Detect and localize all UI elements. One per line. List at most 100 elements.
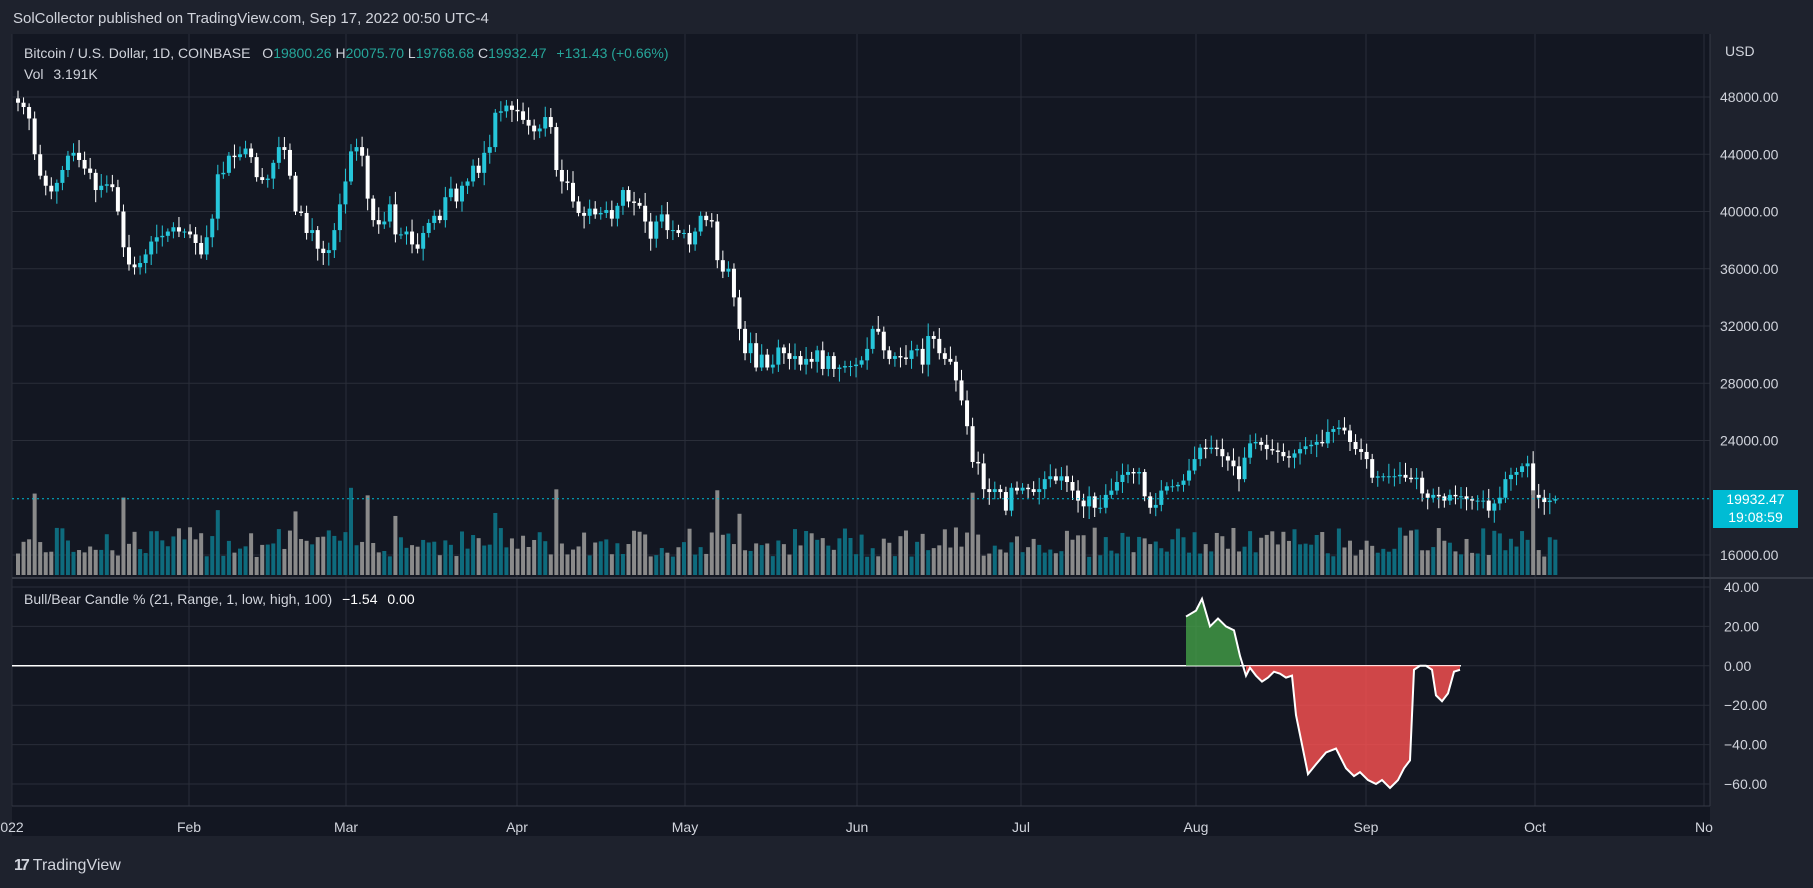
candle-body: [426, 222, 431, 233]
volume-bar: [143, 553, 148, 575]
volume-bar: [1192, 532, 1197, 575]
symbol-name[interactable]: Bitcoin / U.S. Dollar, 1D, COINBASE: [24, 45, 251, 61]
volume-bar: [1081, 535, 1086, 575]
volume-bar: [32, 493, 37, 575]
price-tick-label: 40000.00: [1720, 204, 1779, 220]
volume-bar: [77, 550, 82, 575]
candle-body: [665, 214, 670, 231]
candle-body: [1353, 441, 1358, 450]
candle-body: [1436, 494, 1441, 497]
volume-bar: [215, 510, 220, 575]
candle-body: [881, 331, 886, 351]
volume-bar: [998, 549, 1003, 575]
volume-bar: [759, 545, 764, 575]
candle-body: [154, 237, 159, 242]
candle-body: [127, 247, 131, 265]
candle-body: [1459, 496, 1463, 498]
volume-bar: [693, 554, 698, 575]
candle-body: [349, 151, 353, 182]
candle-body: [343, 181, 348, 205]
candle-body: [643, 205, 648, 222]
volume-bar: [643, 534, 648, 575]
volume-bar: [382, 550, 387, 575]
volume-bar: [920, 533, 925, 575]
candle-body: [1109, 490, 1114, 495]
candle-body: [1153, 504, 1158, 508]
volume-bar: [626, 544, 631, 575]
candle-body: [471, 165, 476, 182]
candle-body: [720, 260, 725, 272]
candle-body: [1087, 496, 1092, 507]
volume-bar: [842, 528, 847, 575]
volume-bar: [815, 539, 820, 575]
chart-area[interactable]: [12, 34, 1710, 836]
volume-value: 3.191K: [53, 66, 98, 82]
candle-body: [448, 188, 453, 198]
volume-bar: [709, 532, 714, 575]
candle-body: [249, 148, 254, 158]
volume-bar: [1336, 528, 1341, 575]
candle-body: [1198, 447, 1203, 460]
candle-body: [1420, 477, 1425, 494]
tradingview-logo-icon: 17: [14, 857, 30, 874]
candle-body: [1175, 484, 1180, 487]
indicator-legend[interactable]: Bull/Bear Candle % (21, Range, 1, low, h…: [24, 591, 415, 607]
volume-bar: [1009, 542, 1014, 575]
volume-bar: [909, 556, 914, 575]
candle-body: [260, 177, 265, 181]
candle-body: [99, 185, 104, 191]
volume-bar: [1464, 538, 1469, 575]
volume-bar: [1331, 556, 1336, 575]
volume-bar: [154, 531, 159, 575]
candle-body: [937, 338, 942, 354]
volume-bar: [199, 533, 204, 575]
volume-bar: [1026, 547, 1031, 575]
volume-bar: [1520, 531, 1525, 575]
candle-body: [548, 117, 553, 128]
volume-bar: [1303, 543, 1308, 575]
volume-bar: [43, 552, 48, 575]
volume-bar: [182, 539, 187, 575]
volume-bar: [1286, 540, 1291, 575]
volume-bar: [204, 556, 209, 575]
volume-label[interactable]: Vol: [24, 66, 44, 82]
candle-body: [310, 230, 315, 233]
candle-body: [1298, 449, 1303, 454]
volume-bar: [65, 540, 70, 575]
volume-bar: [1459, 554, 1463, 575]
indicator-name[interactable]: Bull/Bear Candle % (21, Range, 1, low, h…: [24, 591, 333, 607]
volume-bar: [71, 551, 76, 575]
time-axis-label: May: [672, 819, 698, 835]
tradingview-brand[interactable]: 17 TradingView: [14, 857, 121, 875]
last-price: 19932.47: [1726, 491, 1785, 507]
candle-body: [848, 366, 853, 368]
volume-bar: [687, 528, 692, 575]
candle-body: [687, 232, 692, 245]
volume-bar: [354, 545, 359, 575]
candle-body: [265, 178, 270, 181]
candle-body: [1159, 490, 1164, 505]
volume-bar: [493, 512, 498, 575]
volume-bar: [770, 556, 775, 575]
volume-bar: [1497, 533, 1502, 575]
volume-bar: [21, 541, 26, 575]
volume-bar: [454, 556, 459, 575]
candle-body: [1292, 453, 1297, 458]
time-axis-label: Feb: [177, 819, 201, 835]
volume-bar: [27, 539, 32, 575]
candle-body: [293, 175, 298, 212]
volume-bar: [1031, 538, 1036, 575]
volume-bar: [1164, 551, 1169, 575]
volume-bar: [765, 543, 770, 575]
volume-bar: [1059, 551, 1064, 575]
candle-body: [1320, 441, 1325, 444]
candle-body: [1231, 460, 1236, 467]
volume-bar: [1481, 528, 1486, 575]
candle-body: [598, 212, 603, 215]
candle-body: [765, 354, 770, 368]
volume-bar: [654, 555, 659, 575]
volume-bar: [243, 546, 248, 575]
candle-body: [1281, 451, 1286, 457]
candle-body: [1203, 447, 1208, 450]
